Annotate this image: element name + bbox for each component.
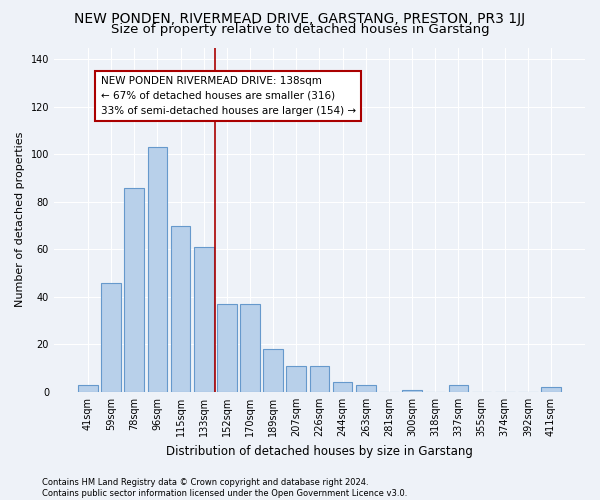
Text: NEW PONDEN RIVERMEAD DRIVE: 138sqm
← 67% of detached houses are smaller (316)
33: NEW PONDEN RIVERMEAD DRIVE: 138sqm ← 67%… <box>101 76 356 116</box>
Bar <box>449 385 468 392</box>
Bar <box>402 390 422 392</box>
Bar <box>286 366 306 392</box>
Bar <box>240 304 260 392</box>
Bar <box>194 247 214 392</box>
X-axis label: Distribution of detached houses by size in Garstang: Distribution of detached houses by size … <box>166 444 473 458</box>
Text: Contains HM Land Registry data © Crown copyright and database right 2024.
Contai: Contains HM Land Registry data © Crown c… <box>42 478 407 498</box>
Bar <box>333 382 352 392</box>
Y-axis label: Number of detached properties: Number of detached properties <box>15 132 25 308</box>
Bar <box>78 385 98 392</box>
Bar <box>217 304 236 392</box>
Bar <box>263 349 283 392</box>
Bar <box>356 385 376 392</box>
Bar <box>101 282 121 392</box>
Bar <box>310 366 329 392</box>
Bar <box>170 226 190 392</box>
Text: NEW PONDEN, RIVERMEAD DRIVE, GARSTANG, PRESTON, PR3 1JJ: NEW PONDEN, RIVERMEAD DRIVE, GARSTANG, P… <box>74 12 526 26</box>
Bar <box>124 188 144 392</box>
Text: Size of property relative to detached houses in Garstang: Size of property relative to detached ho… <box>110 22 490 36</box>
Bar <box>148 148 167 392</box>
Bar <box>541 387 561 392</box>
